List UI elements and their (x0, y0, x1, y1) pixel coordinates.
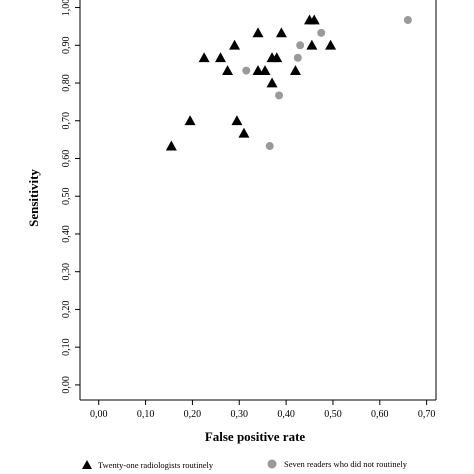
y-tick-label: 0,80 (61, 74, 72, 92)
data-point-radiologist (275, 27, 287, 38)
plot-frame (79, 0, 437, 401)
y-tick-label: 0,70 (61, 112, 72, 130)
data-point-radiologist (259, 65, 271, 75)
y-tick-label: 0,60 (61, 150, 72, 168)
legend-marker-readers (267, 459, 277, 469)
data-point-radiologist (266, 77, 278, 88)
x-tick-label: 0,30 (231, 409, 249, 420)
data-point-radiologist (252, 65, 264, 75)
data-point-radiologist (231, 115, 243, 126)
y-tick-label: 0,90 (61, 37, 72, 55)
data-point-radiologist (165, 140, 177, 151)
legend-marker-radiologists (82, 460, 92, 469)
data-point-radiologist (271, 52, 283, 63)
x-tick-label: 0,70 (418, 409, 436, 420)
y-tick-label: 0,30 (61, 263, 72, 281)
data-point-radiologist (215, 52, 227, 63)
y-axis-title: Sensitivity (26, 169, 41, 227)
data-point-reader (265, 142, 274, 151)
data-point-radiologist (238, 127, 250, 138)
x-tick-label: 0,20 (184, 409, 202, 420)
x-tick-label: 0,40 (277, 409, 295, 420)
y-tick-label: 0,40 (61, 225, 72, 243)
x-tick-label: 0,50 (324, 409, 342, 420)
data-point-radiologist (252, 27, 264, 38)
data-point-reader (403, 16, 412, 24)
x-tick-label: 0,00 (90, 409, 108, 420)
x-tick-label: 0,60 (371, 409, 389, 420)
y-tick-label: 0,00 (61, 376, 72, 394)
data-points (165, 14, 412, 151)
data-point-radiologist (306, 39, 318, 50)
data-point-radiologist (325, 39, 337, 50)
data-point-radiologist (184, 115, 196, 126)
data-point-reader (296, 41, 305, 50)
legend: Twenty-one radiologists routinely Seven … (82, 459, 408, 470)
legend-label-radiologists: Twenty-one radiologists routinely (98, 460, 214, 470)
data-point-radiologist (198, 52, 210, 63)
data-point-reader (293, 53, 302, 62)
y-tick-label: 0,20 (61, 301, 72, 319)
data-point-radiologist (289, 65, 301, 75)
data-point-radiologist (222, 65, 234, 75)
y-tick-label: 1,00 (61, 0, 72, 16)
y-tick-label: 0,50 (61, 187, 72, 205)
x-axis-title: False positive rate (205, 429, 306, 444)
legend-label-readers: Seven readers who did not routinely (284, 459, 408, 469)
y-axis-ticks: 0,00 0,10 0,20 0,30 0,40 0,50 0,60 0,70 0,80 0,90… (61, 0, 80, 394)
data-point-radiologist (229, 39, 241, 50)
data-point-radiologist (308, 14, 320, 25)
y-tick-label: 0,10 (61, 338, 72, 356)
data-point-reader (317, 28, 326, 37)
data-point-reader (242, 66, 251, 75)
x-tick-label: 0,10 (137, 409, 155, 420)
x-axis-ticks: 0,00 0,10 0,20 0,30 0,40 0,50 0,60 0,70 (90, 400, 435, 420)
data-point-reader (275, 91, 284, 100)
